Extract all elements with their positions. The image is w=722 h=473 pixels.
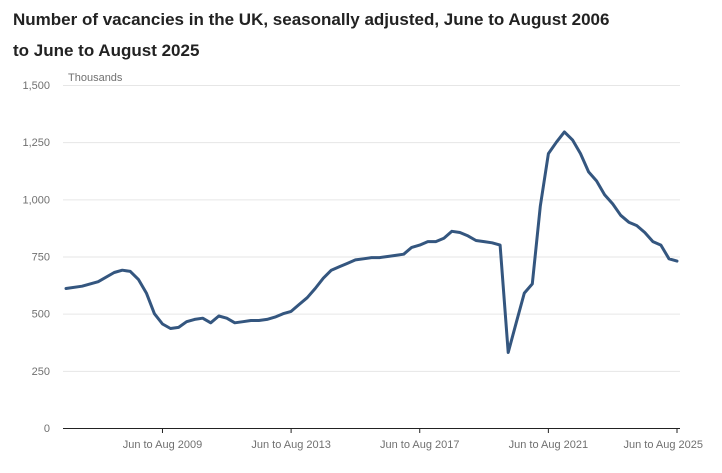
x-tick-label: Jun to Aug 2017: [380, 439, 460, 451]
chart-title: Number of vacancies in the UK, seasonall…: [13, 10, 610, 60]
y-tick-label: 1,000: [22, 194, 50, 206]
y-tick-label: 1,500: [22, 80, 50, 92]
x-tick-label: Jun to Aug 2013: [251, 439, 331, 451]
y-tick-label: 750: [32, 252, 50, 264]
y-tick-label: 0: [44, 423, 50, 435]
x-tick-label: Jun to Aug 2021: [509, 439, 589, 451]
y-axis-unit-label: Thousands: [68, 72, 123, 84]
x-axis-ticks: Jun to Aug 2009 Jun to Aug 2013 Jun to Aug…: [123, 428, 703, 451]
y-axis-ticks: 0 250 500 750 1,000 1,250 1,500: [22, 80, 50, 435]
x-tick-label: Jun to Aug 2025: [623, 439, 703, 451]
x-tick-label: Jun to Aug 2009: [123, 439, 203, 451]
vacancies-line: [64, 130, 679, 354]
y-tick-label: 500: [32, 309, 50, 321]
y-tick-label: 1,250: [22, 137, 50, 149]
gridlines: [63, 85, 680, 372]
y-tick-label: 250: [32, 366, 50, 378]
